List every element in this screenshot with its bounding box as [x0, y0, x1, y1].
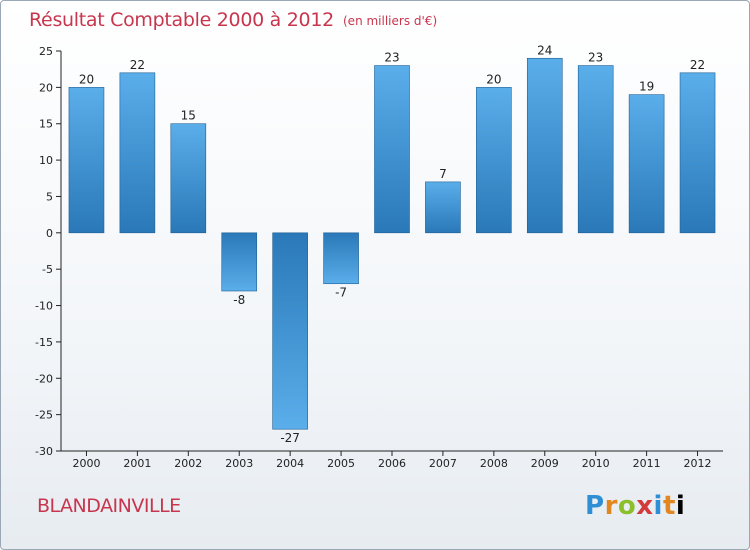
logo-letter: x	[636, 491, 654, 521]
logo-letter: i	[675, 491, 686, 521]
logo-letter: o	[617, 491, 637, 521]
bar-2008	[476, 87, 512, 234]
y-tick-label: -25	[35, 409, 53, 422]
y-tick-label: -10	[35, 300, 53, 313]
proxiti-logo: Proxiti	[585, 491, 685, 521]
y-tick-label: 5	[46, 190, 53, 203]
data-label-2008: 20	[486, 72, 501, 86]
bar-2002	[170, 123, 207, 234]
logo-letter: t	[662, 491, 676, 521]
data-label-2009: 24	[537, 43, 552, 57]
bar-2009	[526, 57, 563, 234]
data-label-2001: 22	[130, 58, 145, 72]
data-label-2007: 7	[439, 167, 447, 181]
y-tick-label: -30	[35, 445, 53, 458]
data-label-2006: 23	[384, 51, 399, 65]
y-tick-label: -5	[42, 263, 53, 276]
bar-2000	[68, 87, 105, 234]
x-tick-label-2010: 2010	[582, 457, 610, 470]
x-tick-label-2008: 2008	[480, 457, 508, 470]
data-label-2004: -27	[280, 431, 300, 445]
x-tick-label-2003: 2003	[225, 457, 253, 470]
y-tick-label: 10	[39, 154, 53, 167]
bar-2006	[374, 65, 410, 234]
chart-title: Résultat Comptable 2000 à 2012	[29, 9, 334, 31]
data-label-2003: -8	[233, 293, 245, 307]
bar-2012	[679, 72, 716, 234]
data-label-2002: 15	[181, 109, 196, 123]
bar-2010	[577, 65, 614, 234]
y-tick-label: -15	[35, 336, 53, 349]
x-tick-label-2001: 2001	[123, 457, 151, 470]
x-tick-label-2009: 2009	[531, 457, 559, 470]
logo-letter: r	[604, 491, 618, 521]
logo-letter: i	[653, 491, 663, 521]
bar-2004	[272, 232, 308, 430]
bar-2003	[221, 232, 258, 292]
x-tick-label-2006: 2006	[378, 457, 406, 470]
x-tick-label-2011: 2011	[633, 457, 661, 470]
y-tick-label: 25	[39, 45, 53, 58]
x-tick-label-2004: 2004	[276, 457, 304, 470]
y-tick-label: 15	[39, 118, 53, 131]
data-label-2011: 19	[639, 80, 654, 94]
bar-2005	[323, 232, 359, 285]
chart-subtitle: (en milliers d'€)	[343, 14, 438, 28]
bar-2007	[425, 181, 461, 234]
bar-2011	[628, 94, 665, 234]
x-tick-label-2002: 2002	[174, 457, 202, 470]
data-label-2000: 20	[79, 72, 94, 86]
data-label-2012: 22	[690, 58, 705, 72]
data-label-2010: 23	[588, 51, 603, 65]
logo-letter: P	[585, 491, 605, 521]
bar-2001	[119, 72, 156, 234]
commune-name: BLANDAINVILLE	[37, 495, 181, 517]
x-tick-label-2000: 2000	[72, 457, 100, 470]
y-tick-label: -20	[35, 372, 53, 385]
x-tick-label-2012: 2012	[684, 457, 712, 470]
y-tick-label: 0	[46, 227, 53, 240]
x-tick-label-2005: 2005	[327, 457, 355, 470]
data-label-2005: -7	[335, 286, 347, 300]
x-tick-label-2007: 2007	[429, 457, 457, 470]
y-tick-label: 20	[39, 81, 53, 94]
